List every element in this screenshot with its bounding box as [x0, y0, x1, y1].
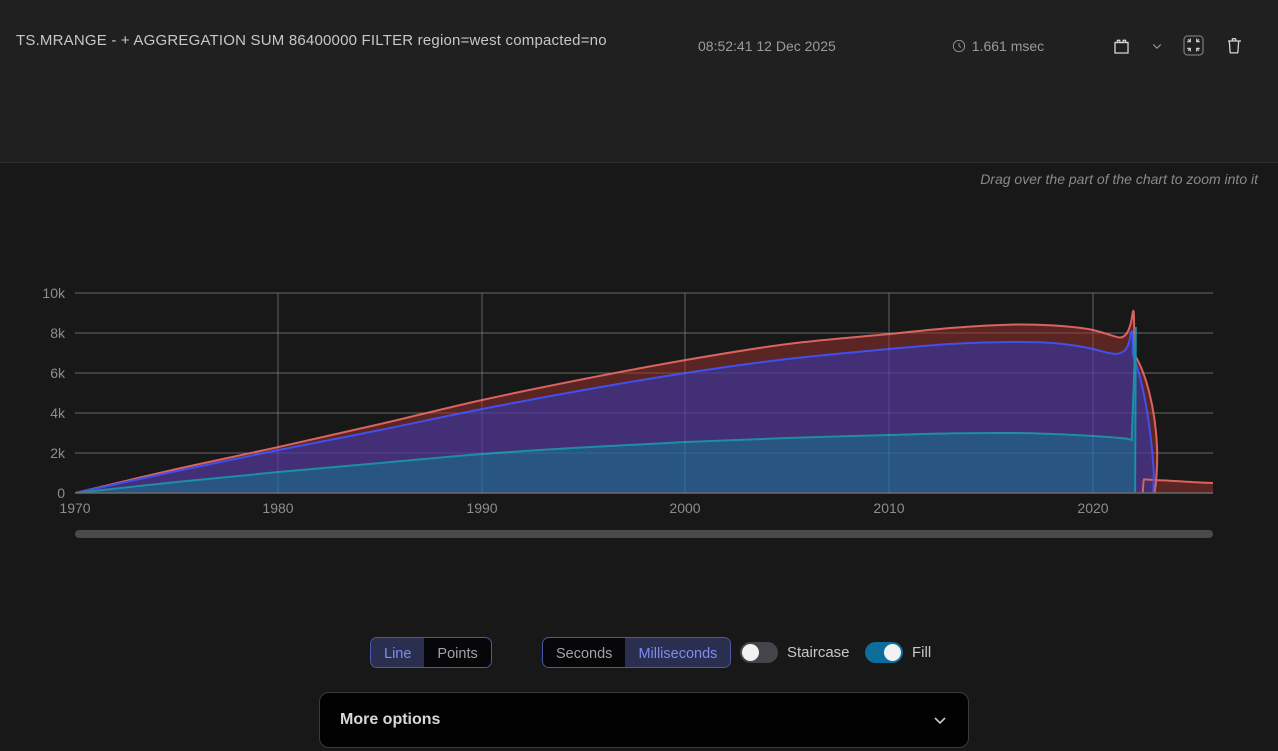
svg-text:0: 0	[57, 485, 65, 501]
svg-text:2010: 2010	[873, 500, 904, 516]
svg-text:2000: 2000	[669, 500, 700, 516]
svg-text:8k: 8k	[50, 325, 66, 341]
svg-text:10k: 10k	[42, 285, 66, 301]
svg-text:4k: 4k	[50, 405, 66, 421]
svg-text:6k: 6k	[50, 365, 66, 381]
svg-text:2020: 2020	[1077, 500, 1108, 516]
svg-text:1980: 1980	[262, 500, 293, 516]
svg-text:2k: 2k	[50, 445, 66, 461]
svg-text:1970: 1970	[59, 500, 90, 516]
svg-text:1990: 1990	[466, 500, 497, 516]
